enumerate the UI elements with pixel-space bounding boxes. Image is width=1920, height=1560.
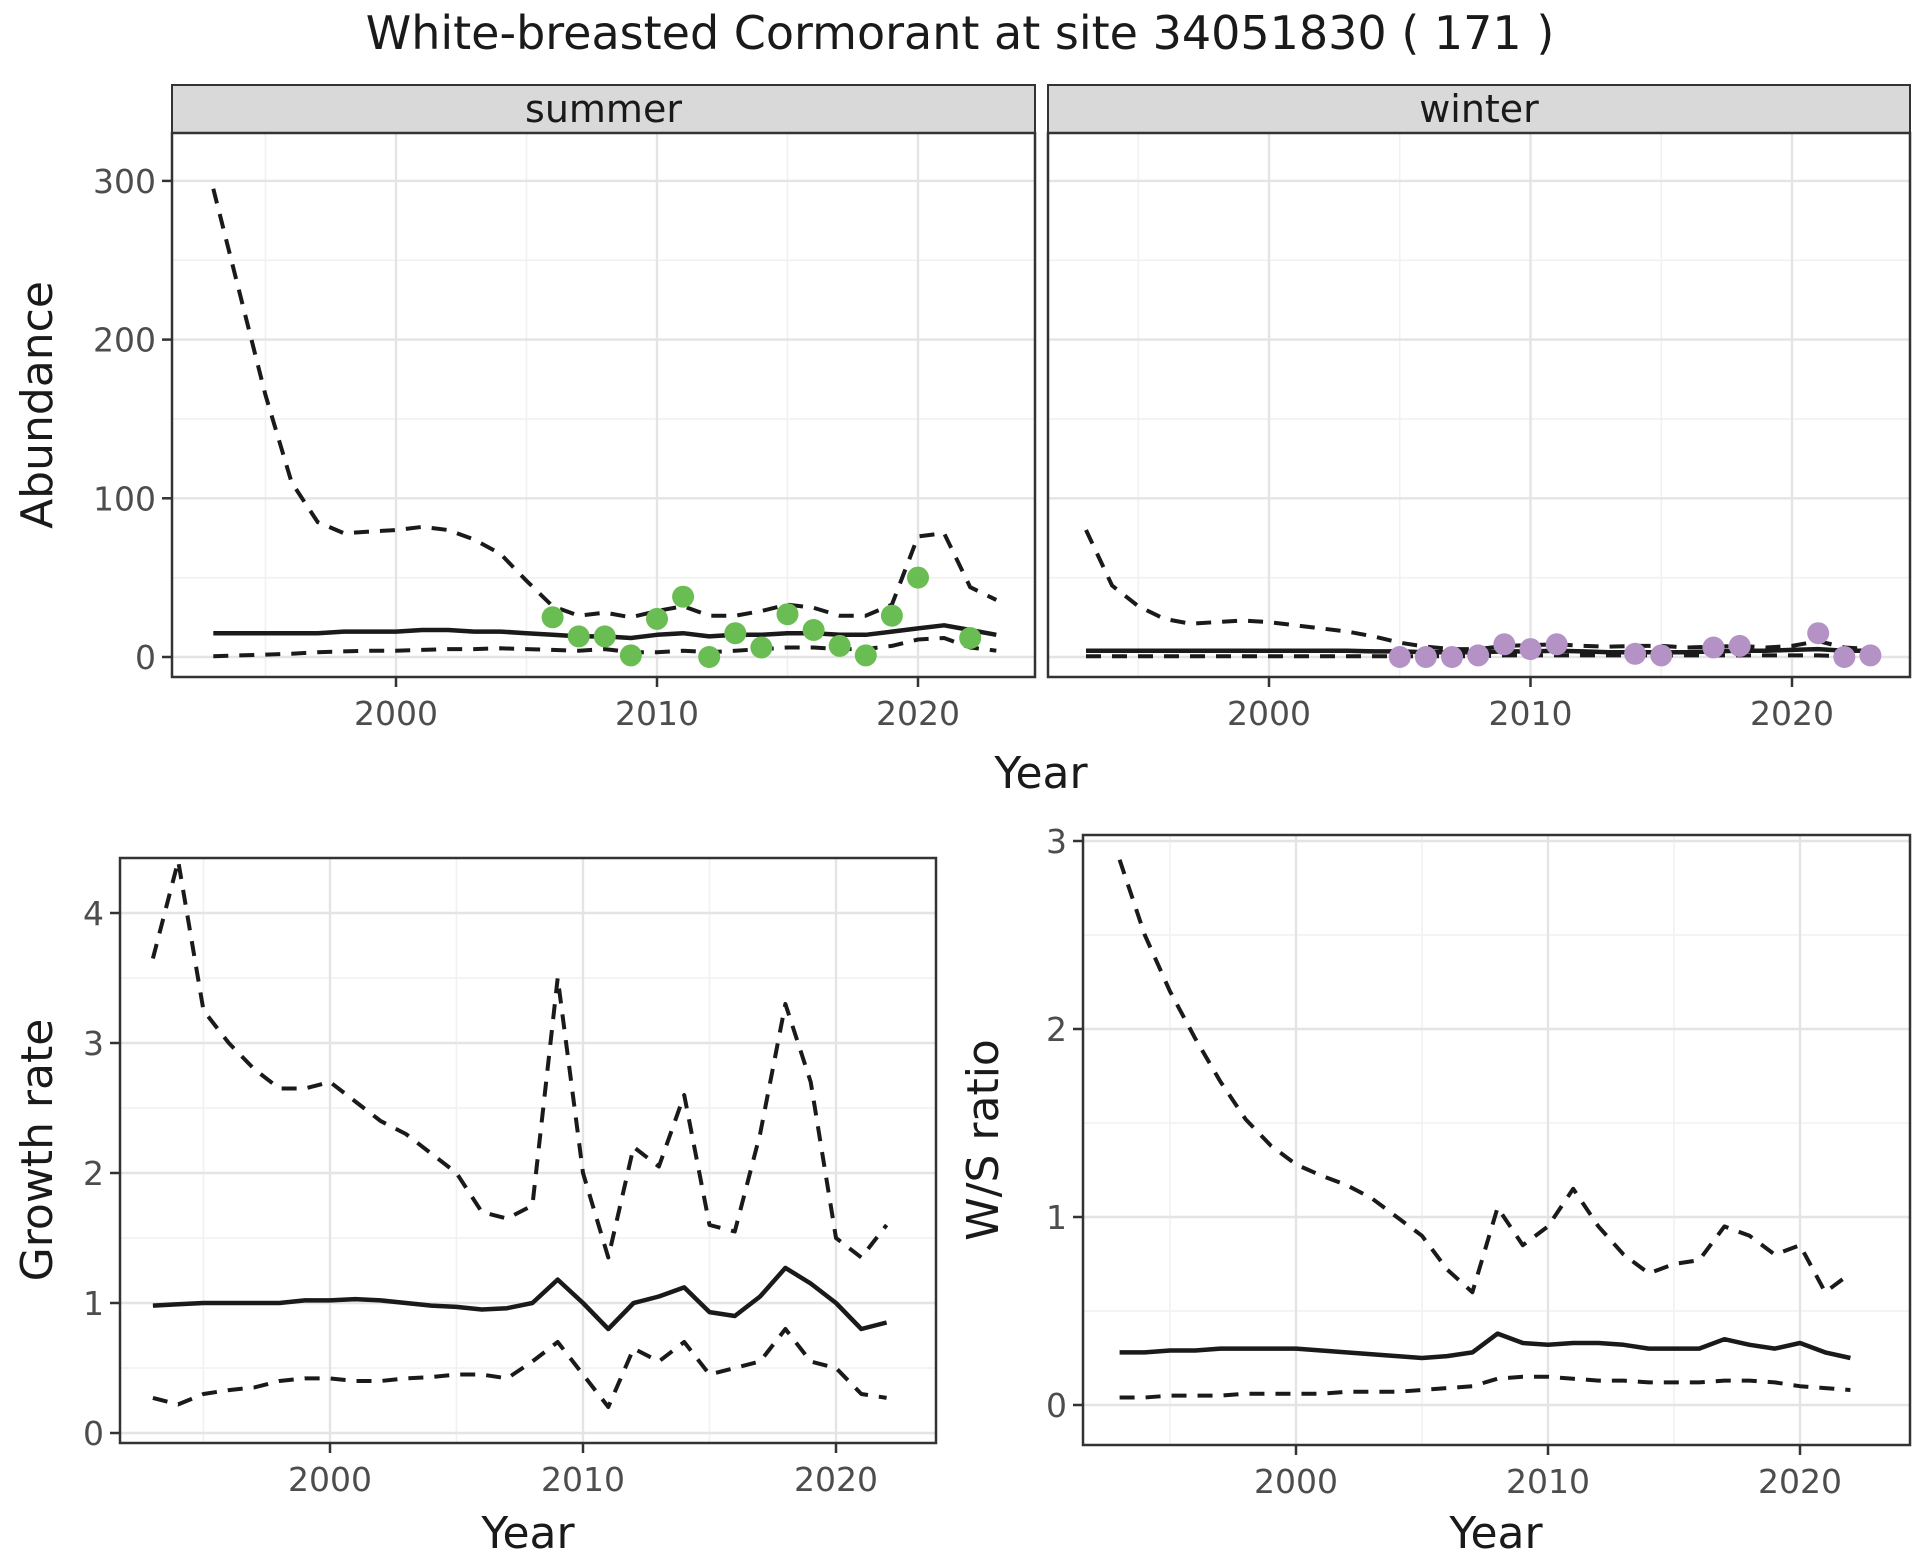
growth-rate-median-line	[152, 1265, 888, 1332]
ws-ratio-lower-ci-line	[1119, 1374, 1851, 1400]
x-tick-label: 2020	[794, 1460, 878, 1499]
panel-background	[1083, 835, 1910, 1445]
data-point	[907, 566, 929, 589]
x-tick-label: 2000	[288, 1460, 372, 1499]
data-point	[1859, 644, 1882, 667]
axis-ticks: 2000 2010 2020 0 100 200 300	[93, 162, 960, 733]
x-axis-title-year-bottom-left: Year	[480, 1508, 575, 1559]
y-tick-label: 0	[83, 1414, 104, 1453]
panel-abundance-winter: winter 2000 2010 2020	[1046, 84, 1912, 733]
data-point	[828, 634, 851, 657]
panel-border	[118, 856, 938, 1445]
panel-ws-ratio: 2000 2010 2020 0 1 2 3	[1046, 822, 1912, 1501]
winter-observations	[1388, 622, 1882, 668]
data-point	[672, 585, 695, 608]
y-axis-title-abundance: Abundance	[12, 281, 63, 529]
facet-strip-summer	[171, 84, 1036, 134]
panel-abundance-summer: summer 2000 2010 2020 0 100 200 300	[93, 84, 1037, 733]
data-point	[1650, 644, 1673, 667]
data-point	[802, 619, 825, 641]
x-tick-label: 2010	[541, 1460, 625, 1499]
data-point	[698, 646, 721, 668]
data-point	[1624, 642, 1647, 665]
gridlines	[1083, 835, 1910, 1445]
y-tick-label: 1	[1046, 1198, 1067, 1237]
y-tick-label: 0	[1046, 1386, 1067, 1425]
data-point	[750, 636, 773, 659]
data-point	[1807, 622, 1830, 645]
y-tick-label: 300	[93, 162, 156, 201]
axis-ticks: 2000 2010 2020 0 1 2 3	[1046, 822, 1842, 1501]
x-tick-label: 2010	[1489, 694, 1573, 733]
panel-background	[120, 858, 936, 1443]
x-axis-title-year-top: Year	[993, 748, 1088, 799]
chart-title: White-breasted Cormorant at site 3405183…	[365, 6, 1555, 60]
data-point	[619, 644, 642, 667]
gridlines	[1048, 133, 1910, 677]
y-axis-title-growth-rate: Growth rate	[12, 1019, 63, 1282]
y-tick-label: 3	[1046, 822, 1067, 861]
x-axis-title-year-bottom-right: Year	[1448, 1508, 1543, 1559]
data-point	[1545, 633, 1568, 656]
data-point	[1467, 644, 1490, 667]
x-tick-label: 2020	[1758, 1462, 1842, 1501]
data-point	[593, 625, 616, 648]
x-tick-label: 2010	[615, 694, 699, 733]
growth-rate-lower-ci-line	[152, 1327, 887, 1409]
summer-observations	[541, 566, 982, 668]
x-tick-label: 2020	[1750, 694, 1834, 733]
data-point	[854, 644, 877, 667]
gridlines	[120, 858, 936, 1443]
data-point	[646, 607, 668, 630]
panel-border	[170, 131, 1037, 679]
axis-ticks: 2000 2010 2020 0 1 2 3 4	[83, 894, 878, 1499]
panel-border	[1046, 131, 1912, 679]
growth-rate-upper-ci-line	[150, 859, 889, 1260]
data-point	[1728, 634, 1751, 657]
panel-border	[1081, 833, 1912, 1447]
y-tick-label: 4	[83, 894, 104, 933]
y-tick-label: 200	[93, 321, 156, 360]
y-tick-label: 2	[83, 1154, 104, 1193]
facet-strip-label: summer	[525, 87, 682, 131]
abundance-summer-upper-ci-line	[211, 188, 998, 620]
y-axis-title-ws-ratio: W/S ratio	[958, 1039, 1009, 1241]
data-point	[959, 627, 982, 649]
panel-background	[1048, 133, 1910, 677]
x-tick-label: 2000	[354, 694, 438, 733]
data-point	[1388, 646, 1411, 668]
panel-growth-rate: 2000 2010 2020 0 1 2 3 4	[83, 856, 938, 1499]
gridlines	[172, 133, 1035, 677]
panel-background	[172, 133, 1035, 677]
data-point	[1519, 638, 1542, 661]
x-tick-label: 2000	[1254, 1462, 1338, 1501]
y-tick-label: 0	[135, 638, 156, 677]
data-point	[541, 606, 564, 629]
axis-ticks: 2000 2010 2020	[1227, 677, 1834, 733]
ws-ratio-median-line	[1119, 1331, 1851, 1361]
data-point	[1833, 646, 1856, 668]
data-point	[1493, 633, 1516, 656]
facet-strip-label: winter	[1419, 87, 1539, 131]
data-point	[567, 625, 590, 648]
data-point	[1441, 646, 1463, 668]
data-point	[724, 622, 747, 645]
data-point	[776, 603, 799, 626]
x-tick-label: 2010	[1506, 1462, 1590, 1501]
data-point	[1414, 646, 1437, 668]
data-point	[1702, 636, 1725, 659]
data-point	[880, 604, 903, 627]
y-tick-label: 1	[83, 1284, 104, 1323]
y-tick-label: 3	[83, 1024, 104, 1063]
y-tick-label: 100	[93, 479, 156, 518]
x-tick-label: 2000	[1227, 694, 1311, 733]
x-tick-label: 2020	[876, 694, 960, 733]
facet-strip-winter	[1047, 84, 1911, 134]
y-tick-label: 2	[1046, 1010, 1067, 1049]
